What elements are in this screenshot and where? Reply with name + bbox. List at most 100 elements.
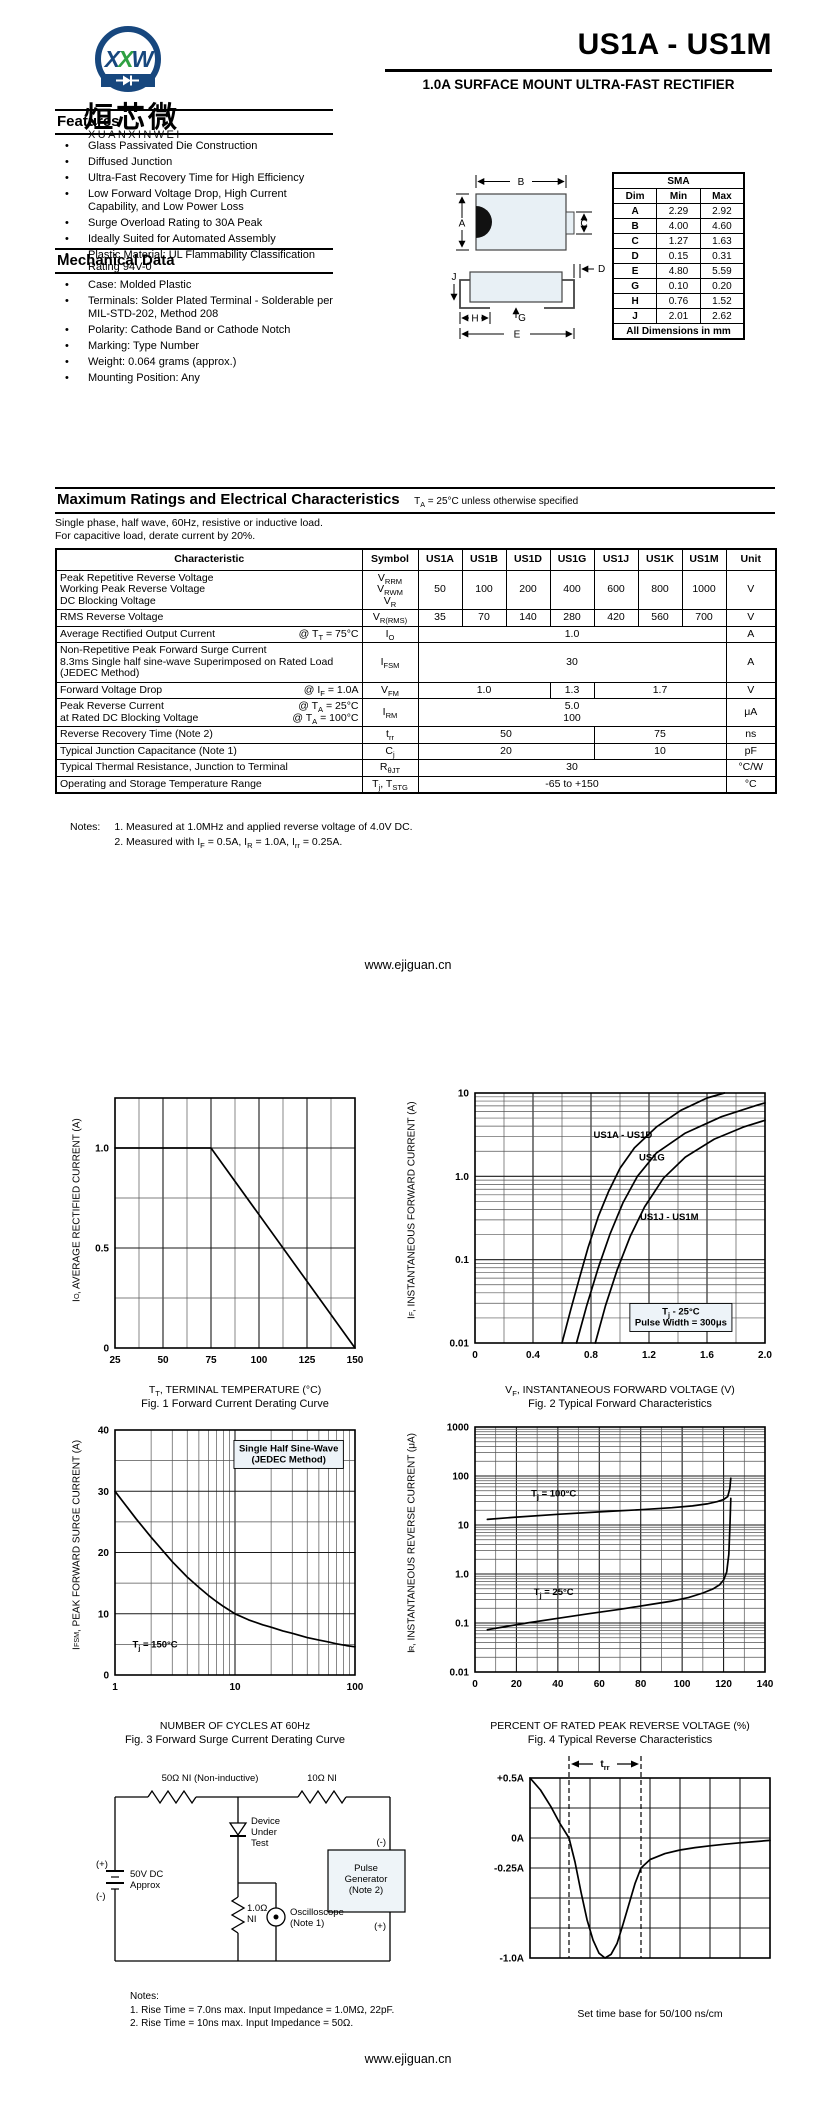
ratings-description: Single phase, half wave, 60Hz, resistive… bbox=[55, 517, 555, 543]
fig1-x-axis-label: TT, TERMINAL TEMPERATURE (°C) bbox=[148, 1384, 322, 1399]
mechanical-item: Polarity: Cathode Band or Cathode Notch bbox=[55, 324, 333, 337]
sma-table-cell: H bbox=[612, 293, 658, 309]
battery-minus-label: (-) bbox=[96, 1891, 106, 1902]
sma-table-row: B 4.00 4.60 bbox=[612, 218, 745, 234]
ratings-table-row: Peak Repetitive Reverse Voltage Working P… bbox=[55, 569, 777, 610]
device-under-test-label: Device Under Test bbox=[251, 1816, 280, 1849]
unit-cell: A bbox=[725, 642, 777, 683]
ratings-column-header: Unit bbox=[725, 548, 777, 571]
page-subtitle: 1.0A SURFACE MOUNT ULTRA-FAST RECTIFIER bbox=[422, 77, 735, 92]
circuit-note-line: 2. Rise Time = 10ns max. Input Impedance… bbox=[130, 2018, 354, 2029]
unit-cell: μA bbox=[725, 698, 777, 727]
mechanical-item: Marking: Type Number bbox=[55, 340, 333, 353]
y-tick-label: 20 bbox=[98, 1548, 110, 1559]
annotation-box bbox=[629, 1303, 733, 1332]
fig3-x-axis-label: NUMBER OF CYCLES AT 60Hz bbox=[159, 1720, 311, 1732]
package-drawing: B A C D J H G E bbox=[450, 175, 605, 341]
ratings-table-row: Forward Voltage Drop @ IF = 1.0A VFM 1.0 1.3… bbox=[55, 681, 777, 699]
fig2-x-axis-label: VF, INSTANTANEOUS FORWARD VOLTAGE (V) bbox=[505, 1384, 735, 1399]
value-cell: 50 bbox=[417, 726, 595, 744]
waveform-caption: Set time base for 50/100 ns/cm bbox=[577, 2008, 723, 2020]
ratings-condition: TA = 25°C unless otherwise specified bbox=[414, 496, 579, 509]
unit-cell: V bbox=[725, 569, 777, 610]
ratings-description-line: For capacitive load, derate current by 2… bbox=[55, 530, 256, 542]
x-tick-label: 25 bbox=[109, 1355, 121, 1366]
sma-column-header: Max bbox=[699, 188, 745, 204]
dim-label-G: G bbox=[518, 313, 526, 324]
x-tick-label: 1 bbox=[112, 1682, 118, 1693]
y-tick-label: 1000 bbox=[447, 1423, 470, 1434]
value-cell: 800 bbox=[637, 569, 683, 610]
x-tick-label: 0.4 bbox=[526, 1350, 540, 1361]
feature-item: Low Forward Voltage Drop, High Current C… bbox=[55, 188, 333, 213]
unit-cell: pF bbox=[725, 742, 777, 760]
x-tick-label: 60 bbox=[594, 1679, 606, 1690]
value-cell: 1.7 bbox=[593, 681, 727, 699]
sma-table-cell: D bbox=[612, 248, 658, 264]
mechanical-item: Weight: 0.064 grams (approx.) bbox=[55, 356, 333, 369]
chart-annotation: Tj - 25°C Pulse Width = 300μs bbox=[635, 1306, 727, 1328]
x-tick-label: 1.6 bbox=[700, 1350, 714, 1361]
dim-label-D: D bbox=[598, 264, 605, 275]
value-cell: 50 bbox=[417, 569, 463, 610]
ratings-column-header: US1G bbox=[549, 548, 595, 571]
x-tick-label: 2.0 bbox=[758, 1350, 772, 1361]
fig2-caption: Fig. 2 Typical Forward Characteristics bbox=[528, 1398, 712, 1410]
sma-table-cell: A bbox=[612, 203, 658, 219]
sma-table-cell: 4.00 bbox=[656, 218, 701, 234]
mechanical-section: Mechanical Data Case: Molded Plastic Term… bbox=[55, 248, 333, 388]
y-tick-label: 10 bbox=[98, 1609, 110, 1620]
fig2-chart: 0 0.4 0.8 1.2 1.6 2.0 10 1.0 0.1 0.01 US1A - US1D U… bbox=[450, 1089, 773, 1362]
ratings-column-header: Characteristic bbox=[55, 548, 363, 571]
symbol-cell: Tj, TSTG bbox=[361, 775, 419, 794]
series-curve bbox=[561, 1092, 726, 1344]
company-logo-icon: XXW bbox=[95, 26, 161, 92]
symbol-cell: IO bbox=[361, 625, 419, 643]
footer-url: www.ejiguan.cn bbox=[364, 2052, 452, 2066]
value-cell: 70 bbox=[461, 609, 507, 627]
sma-table-row: G 0.10 0.20 bbox=[612, 278, 745, 294]
y-tick-label: 10 bbox=[458, 1089, 470, 1100]
features-title: Features bbox=[55, 109, 333, 135]
sma-table-cell: 1.52 bbox=[699, 293, 745, 309]
sma-table-cell: 0.76 bbox=[656, 293, 701, 309]
unit-cell: °C bbox=[725, 775, 777, 794]
characteristic-cell: Peak Repetitive Reverse Voltage Working P… bbox=[55, 569, 363, 610]
fig3-y-axis-label: I FSM, PEAK FORWARD SURGE CURRENT (A) bbox=[71, 1440, 83, 1651]
mechanical-item: Mounting Position: Any bbox=[55, 372, 333, 385]
logo-chinese-name: 烜芯微 bbox=[84, 100, 181, 134]
circuit-note-line: 1. Rise Time = 7.0ns max. Input Impedanc… bbox=[130, 2004, 395, 2016]
sma-table-cell: E bbox=[612, 263, 658, 279]
ratings-notes: Notes: 1. Measured at 1.0MHz and applied… bbox=[70, 820, 630, 850]
resistor-50ohm-label: 50Ω NI (Non-inductive) bbox=[162, 1773, 259, 1784]
package-tab bbox=[565, 211, 575, 235]
characteristic-cell: Non-Repetitive Peak Forward Surge Curren… bbox=[55, 642, 363, 683]
value-cell: 1.0 bbox=[417, 681, 551, 699]
characteristic-cell: Typical Junction Capacitance (Note 1) bbox=[55, 742, 363, 760]
ratings-table-row: Non-Repetitive Peak Forward Surge Curren… bbox=[55, 642, 777, 683]
value-cell: 20 bbox=[417, 742, 595, 760]
symbol-cell: VFM bbox=[361, 681, 419, 699]
logo-diode-icon bbox=[116, 75, 139, 86]
sma-table-row: D 0.15 0.31 bbox=[612, 248, 745, 264]
diode-under-test-symbol bbox=[228, 1822, 248, 1837]
chart-annotation: Single Half Sine-Wave (JEDEC Method) bbox=[239, 1443, 338, 1465]
y-tick-label: 1.0 bbox=[455, 1570, 469, 1581]
ratings-description-line: Single phase, half wave, 60Hz, resistive… bbox=[55, 517, 323, 529]
x-tick-label: 100 bbox=[251, 1355, 268, 1366]
ratings-column-header: US1B bbox=[461, 548, 507, 571]
ratings-column-header: US1D bbox=[505, 548, 551, 571]
ratings-table-row: Reverse Recovery Time (Note 2) trr 50 75 ns bbox=[55, 726, 777, 744]
trr-label: trr bbox=[600, 1759, 609, 1772]
sma-table-footer: All Dimensions in mm bbox=[612, 323, 745, 340]
battery-symbol bbox=[106, 1870, 124, 1890]
x-tick-label: 150 bbox=[347, 1355, 364, 1366]
cathode-band bbox=[476, 206, 492, 238]
y-tick-label: -0.25A bbox=[494, 1864, 524, 1875]
sma-table-cell: 1.63 bbox=[699, 233, 745, 249]
note-line: 1. Measured at 1.0MHz and applied revers… bbox=[114, 821, 413, 833]
value-cell: 30 bbox=[417, 642, 727, 683]
characteristic-cell: Forward Voltage Drop @ IF = 1.0A bbox=[55, 681, 363, 699]
y-tick-label: 1.0 bbox=[455, 1172, 469, 1183]
